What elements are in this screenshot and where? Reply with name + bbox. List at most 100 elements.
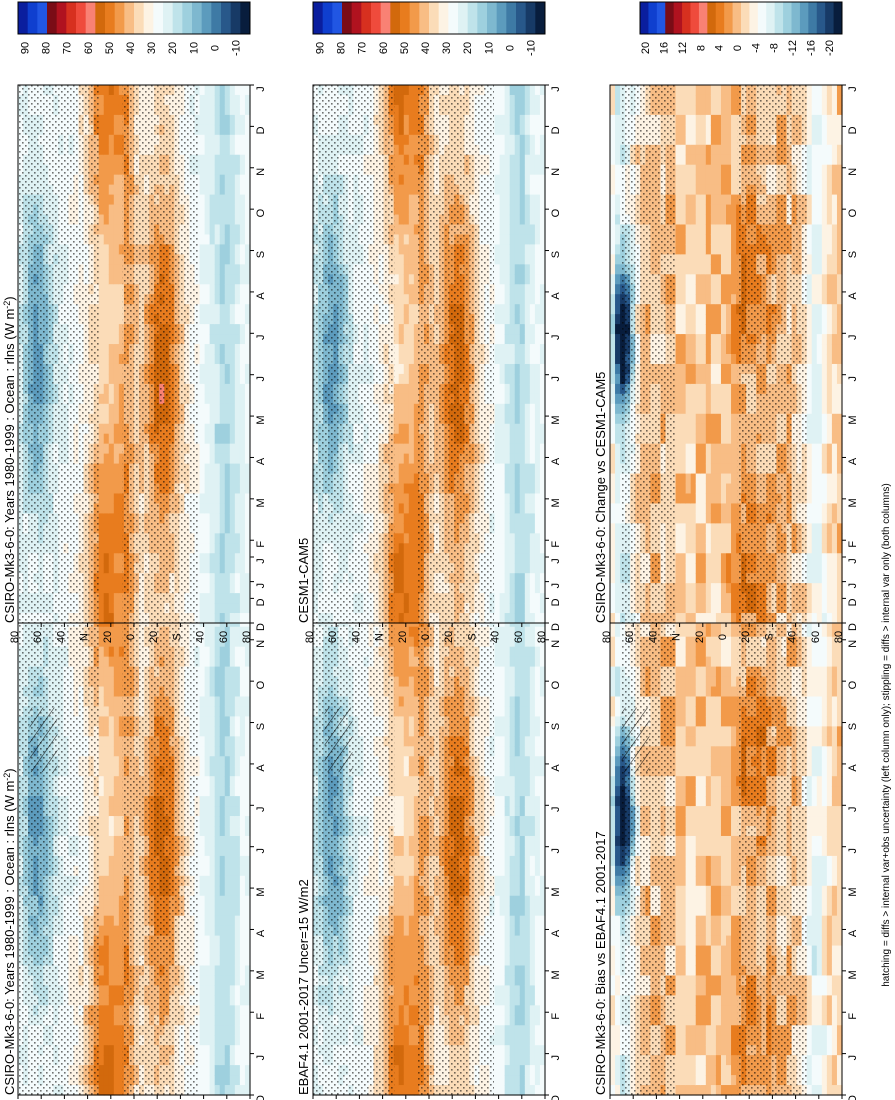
heat-cell: [234, 696, 241, 708]
heat-cell: [108, 85, 115, 96]
heat-cell: [209, 666, 216, 678]
heat-cell: [113, 935, 120, 947]
heat-cell: [113, 403, 120, 415]
heat-cell: [244, 1085, 251, 1096]
heat-cell: [108, 94, 115, 106]
heat-cell: [244, 756, 251, 767]
heat-cell: [239, 686, 246, 698]
heat-cell: [98, 855, 105, 867]
heat-cell: [103, 194, 110, 206]
heat-cell: [98, 835, 105, 847]
heat-cell: [103, 656, 110, 668]
heat-cell: [108, 164, 115, 176]
heat-cell: [219, 334, 226, 345]
heat-cell: [219, 453, 226, 465]
heat-cell: [204, 383, 211, 395]
stipple-region: [18, 557, 100, 1095]
heat-cell: [204, 955, 211, 967]
heat-cell: [214, 314, 221, 325]
heat-cell: [113, 1055, 120, 1066]
heat-cell: [199, 955, 206, 967]
heat-cell: [204, 985, 211, 996]
heat-cell: [214, 194, 221, 206]
heat-cell: [118, 935, 125, 947]
heat-cell: [103, 493, 110, 505]
heat-cell: [113, 274, 120, 285]
heat-cell: [98, 1035, 105, 1046]
heat-cell: [234, 716, 241, 727]
heat-cell: [214, 493, 221, 505]
heat-cell: [98, 214, 105, 226]
heat-cell: [199, 224, 206, 236]
heat-cell: [204, 433, 211, 445]
heat-cell: [209, 736, 216, 747]
heat-cell: [199, 443, 206, 455]
heat-cell: [98, 1015, 105, 1026]
heat-cell: [98, 563, 105, 574]
heat-cell: [113, 816, 120, 827]
heat-cell: [113, 244, 120, 255]
heat-cell: [118, 686, 125, 698]
heat-cell: [204, 174, 211, 186]
heat-cell: [108, 483, 115, 495]
heat-cell: [209, 94, 216, 106]
heat-cell: [204, 845, 211, 857]
heat-cell: [108, 553, 115, 564]
heat-cell: [108, 905, 115, 917]
heat-cell: [204, 885, 211, 897]
heat-cell: [219, 304, 226, 315]
heat-cell: [224, 603, 231, 614]
heat-cell: [229, 174, 236, 186]
heat-cell: [103, 826, 110, 837]
heat-cell: [239, 334, 246, 345]
heat-cell: [209, 134, 216, 146]
heat-cell: [214, 324, 221, 335]
heat-cell: [118, 766, 125, 777]
heat-cell: [103, 905, 110, 917]
heat-cell: [229, 666, 236, 678]
heat-cell: [98, 344, 105, 355]
heat-cell: [108, 244, 115, 255]
heat-cell: [239, 284, 246, 295]
heat-cell: [98, 463, 105, 475]
heat-cell: [239, 403, 246, 415]
heat-cell: [234, 493, 241, 505]
heat-cell: [108, 134, 115, 146]
heat-cell: [244, 726, 251, 737]
heat-cell: [108, 593, 115, 604]
heat-cell: [224, 573, 231, 584]
heat-cell: [224, 985, 231, 996]
heat-cell: [204, 1035, 211, 1046]
heat-cell: [239, 393, 246, 405]
heat-cell: [199, 985, 206, 996]
heat-cell: [98, 816, 105, 827]
heat-cell: [199, 344, 206, 355]
heat-cell: [98, 955, 105, 967]
heat-cell: [229, 383, 236, 395]
heat-cell: [239, 174, 246, 186]
heat-cell: [229, 433, 236, 445]
heat-cell: [214, 726, 221, 737]
heat-cell: [239, 453, 246, 465]
heat-cell: [108, 533, 115, 544]
heat-cell: [239, 194, 246, 206]
heat-cell: [204, 816, 211, 827]
heat-cell: [209, 453, 216, 465]
heat-cell: [229, 945, 236, 957]
heat-cell: [199, 553, 206, 564]
heat-cell: [214, 686, 221, 698]
heat-cell: [204, 344, 211, 355]
heat-cell: [103, 1055, 110, 1066]
hatch-region: [29, 707, 58, 773]
heat-cell: [108, 646, 115, 658]
heat-cell: [108, 915, 115, 927]
heat-cell: [108, 1055, 115, 1066]
heat-cell: [113, 214, 120, 226]
heat-cell: [209, 826, 216, 837]
heat-cell: [214, 134, 221, 146]
heat-cell: [118, 875, 125, 887]
heat-cell: [234, 776, 241, 787]
heat-cell: [204, 553, 211, 564]
heat-cell: [113, 144, 120, 156]
heat-cell: [199, 204, 206, 216]
